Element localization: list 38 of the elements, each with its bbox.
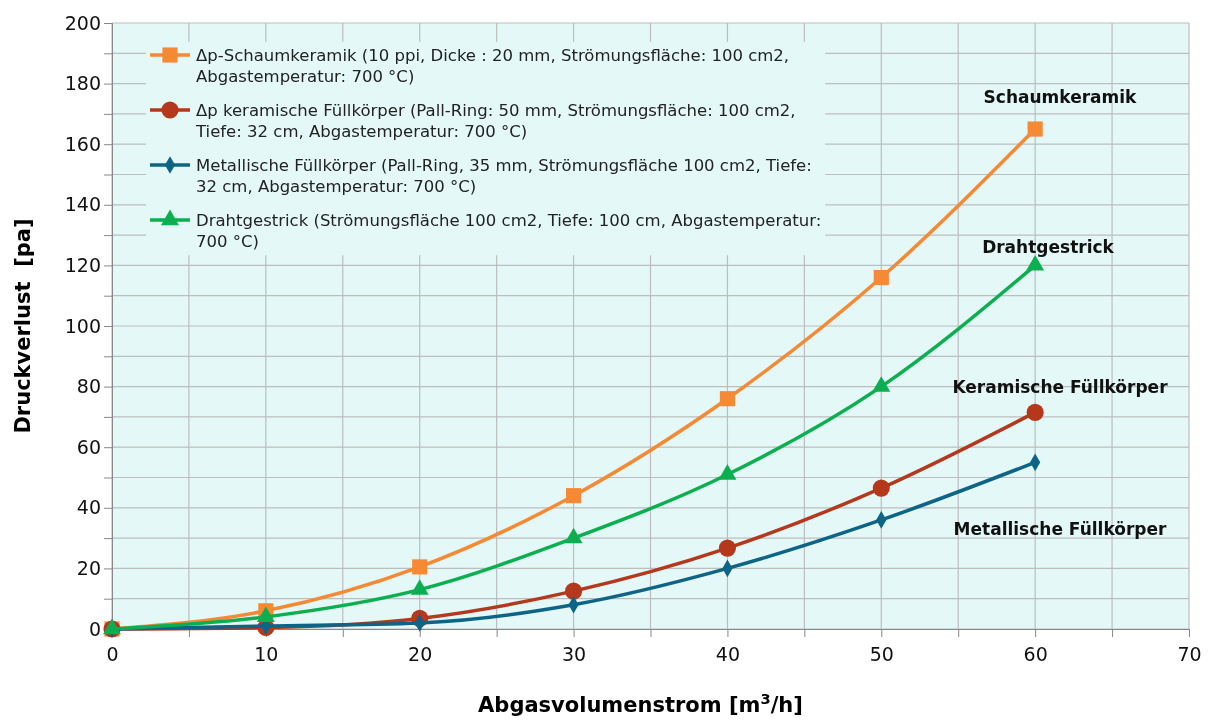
y-tick-label: 0 [88, 617, 101, 640]
y-tick-label: 20 [76, 556, 101, 579]
y-tick-label: 140 [64, 193, 101, 216]
y-axis-title: Druckverlust [pa] [11, 218, 35, 434]
point [565, 582, 583, 600]
y-tick-label: 40 [76, 496, 101, 519]
y-tick-label: 120 [64, 253, 101, 276]
legend-label: Δp keramische Füllkörper (Pall-Ring: 50 mm, Strömungsfläche: 100 cm2, Tiefe: 32 cm, Abgastemperatur: 700 °C) [195, 100, 796, 142]
annotation: Schaumkeramik [983, 87, 1138, 107]
y-tick-label: 100 [64, 314, 101, 337]
annotation: Metallische Füllkörper [953, 519, 1168, 539]
legend-label: Δp-Schaumkeramik (10 ppi, Dicke : 20 mm, Strömungsfläche: 100 cm2, Abgastemperatur: 700 °C) [196, 45, 790, 87]
y-tick-label: 180 [64, 72, 101, 95]
legend-label: Metallische Füllkörper (Pall-Ring, 35 mm, Strömungsfläche 100 cm2, Tiefe: 32 cm, Abgastemperatur: 700 °C) [196, 155, 812, 197]
y-tick-label: 60 [76, 435, 101, 458]
point [873, 269, 889, 286]
x-tick-label: 0 [106, 642, 119, 665]
y-tick-label: 80 [76, 375, 101, 398]
legend-label: Drahtgestrick (Strömungsfläche 100 cm2, Tiefe: 100 cm, Abgastemperatur: 700 °C) [196, 210, 822, 252]
y-tick-label: 200 [64, 11, 101, 34]
x-tick-label: 40 [715, 642, 741, 665]
x-axis-title: Abgasvolumenstrom [m$^{3}$/h] [478, 689, 803, 717]
x-tick-label: 10 [254, 642, 279, 665]
point [412, 559, 428, 575]
x-tick-label: 60 [1023, 642, 1048, 665]
point [872, 479, 890, 497]
x-tick-label: 50 [869, 642, 894, 665]
x-tick-label: 30 [561, 642, 587, 665]
x-tick-label: 70 [1177, 642, 1202, 665]
point [565, 488, 582, 504]
point [718, 539, 736, 557]
x-tick-label: 20 [408, 642, 433, 665]
point [719, 391, 736, 407]
point [1027, 121, 1043, 137]
y-tick-label: 160 [64, 132, 101, 155]
point [1026, 403, 1044, 421]
annotation: Drahtgestrick [982, 237, 1115, 257]
annotation: Keramische Füllkörper [952, 377, 1169, 397]
